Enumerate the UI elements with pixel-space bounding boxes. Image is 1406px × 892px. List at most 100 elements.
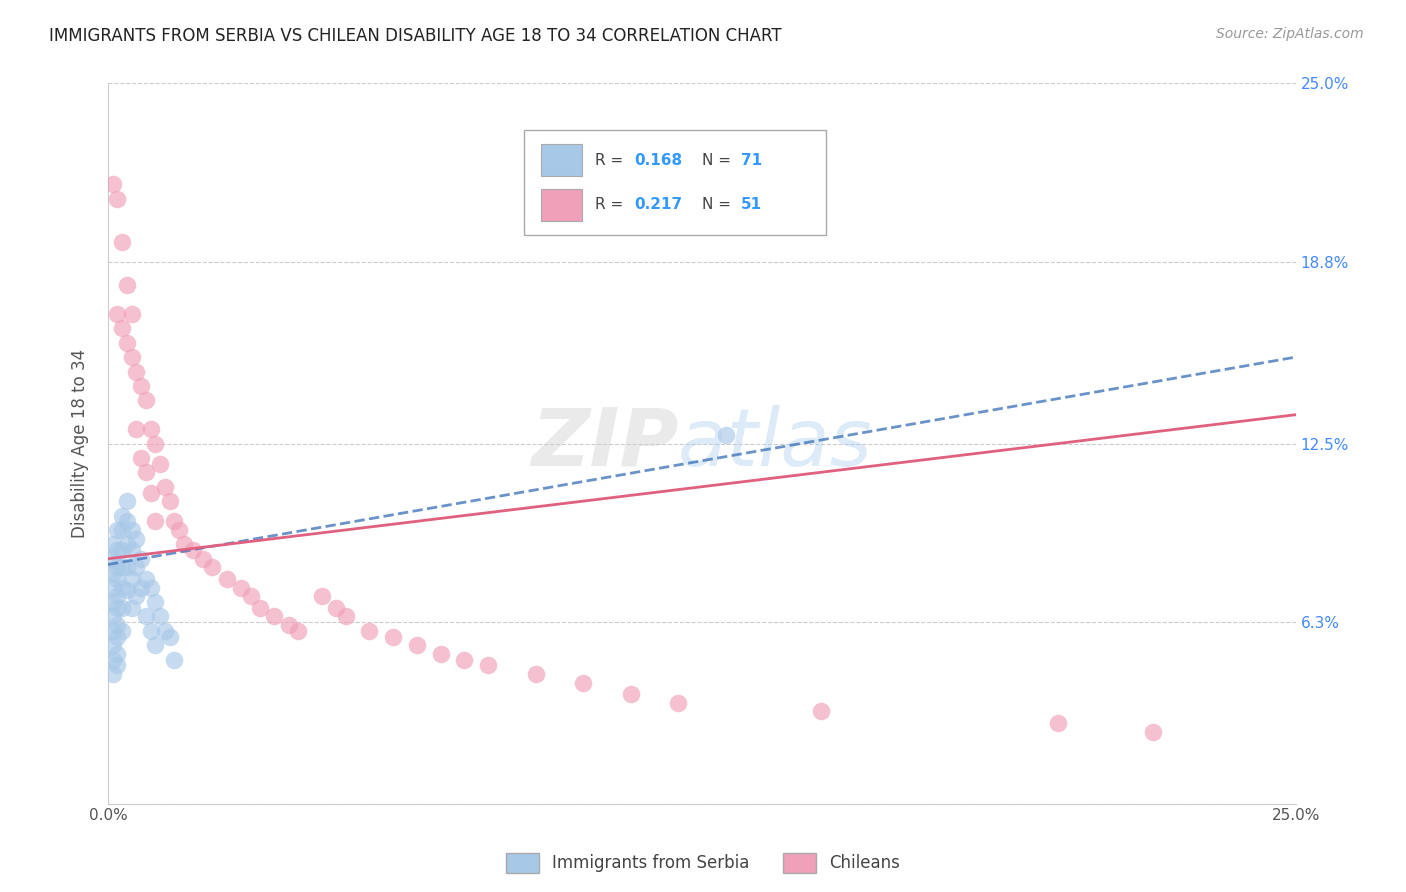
Text: R =: R = — [595, 153, 628, 168]
Point — [111, 321, 134, 335]
Point — [115, 494, 138, 508]
Point — [153, 480, 176, 494]
Point — [101, 537, 124, 551]
Point — [163, 514, 186, 528]
Point — [229, 581, 252, 595]
Point — [111, 560, 134, 574]
Point — [111, 523, 134, 537]
Point — [107, 658, 129, 673]
Point — [183, 543, 205, 558]
Text: Source: ZipAtlas.com: Source: ZipAtlas.com — [1216, 27, 1364, 41]
Point — [121, 307, 143, 321]
Point — [714, 428, 737, 442]
Point — [139, 581, 162, 595]
Point — [1047, 715, 1070, 730]
Point — [121, 572, 143, 586]
Point — [115, 560, 138, 574]
Point — [159, 494, 181, 508]
FancyBboxPatch shape — [541, 145, 582, 176]
Point — [121, 543, 143, 558]
Text: 0.217: 0.217 — [634, 197, 682, 212]
FancyBboxPatch shape — [523, 130, 827, 235]
Point — [215, 572, 238, 586]
Point — [107, 647, 129, 661]
Point — [107, 560, 129, 574]
Point — [325, 600, 347, 615]
Y-axis label: Disability Age 18 to 34: Disability Age 18 to 34 — [72, 349, 89, 538]
Point — [121, 600, 143, 615]
Point — [111, 508, 134, 523]
Point — [129, 581, 152, 595]
Point — [111, 235, 134, 249]
Point — [115, 537, 138, 551]
Point — [115, 278, 138, 293]
Text: 51: 51 — [741, 197, 762, 212]
Text: N =: N = — [702, 153, 735, 168]
Point — [277, 618, 299, 632]
Point — [125, 422, 148, 436]
Point — [239, 589, 262, 603]
Point — [115, 583, 138, 598]
Point — [159, 630, 181, 644]
Point — [477, 658, 499, 673]
Point — [145, 638, 167, 652]
Point — [107, 600, 129, 615]
Point — [121, 350, 143, 364]
Point — [111, 543, 134, 558]
Point — [145, 514, 167, 528]
Text: 0.168: 0.168 — [634, 153, 682, 168]
Point — [121, 523, 143, 537]
Point — [135, 572, 157, 586]
Point — [263, 609, 285, 624]
Point — [101, 667, 124, 681]
Point — [115, 335, 138, 350]
Point — [101, 609, 124, 624]
Point — [129, 379, 152, 393]
Point — [666, 696, 689, 710]
Point — [173, 537, 195, 551]
Point — [129, 551, 152, 566]
Point — [382, 630, 405, 644]
Point — [107, 572, 129, 586]
Point — [191, 551, 214, 566]
Point — [359, 624, 381, 638]
Point — [149, 609, 172, 624]
Point — [107, 523, 129, 537]
Text: IMMIGRANTS FROM SERBIA VS CHILEAN DISABILITY AGE 18 TO 34 CORRELATION CHART: IMMIGRANTS FROM SERBIA VS CHILEAN DISABI… — [49, 27, 782, 45]
Point — [163, 652, 186, 666]
Point — [145, 595, 167, 609]
Point — [125, 560, 148, 574]
Point — [619, 687, 641, 701]
Point — [101, 178, 124, 192]
Point — [101, 624, 124, 638]
Point — [111, 624, 134, 638]
Point — [135, 609, 157, 624]
Point — [139, 485, 162, 500]
Point — [101, 595, 124, 609]
Point — [107, 589, 129, 603]
Point — [139, 624, 162, 638]
Point — [153, 624, 176, 638]
Point — [167, 523, 190, 537]
Text: ZIP: ZIP — [530, 405, 678, 483]
Point — [101, 551, 124, 566]
Point — [335, 609, 357, 624]
Point — [111, 581, 134, 595]
Point — [101, 638, 124, 652]
Text: atlas: atlas — [678, 405, 873, 483]
Point — [107, 618, 129, 632]
Point — [524, 667, 547, 681]
Point — [249, 600, 271, 615]
Point — [139, 422, 162, 436]
Point — [111, 600, 134, 615]
Point — [125, 364, 148, 378]
Point — [107, 192, 129, 206]
Point — [107, 630, 129, 644]
Point — [125, 532, 148, 546]
Point — [287, 624, 309, 638]
Point — [101, 581, 124, 595]
Point — [101, 566, 124, 581]
Point — [135, 393, 157, 408]
Text: R =: R = — [595, 197, 628, 212]
Legend: Immigrants from Serbia, Chileans: Immigrants from Serbia, Chileans — [499, 847, 907, 880]
